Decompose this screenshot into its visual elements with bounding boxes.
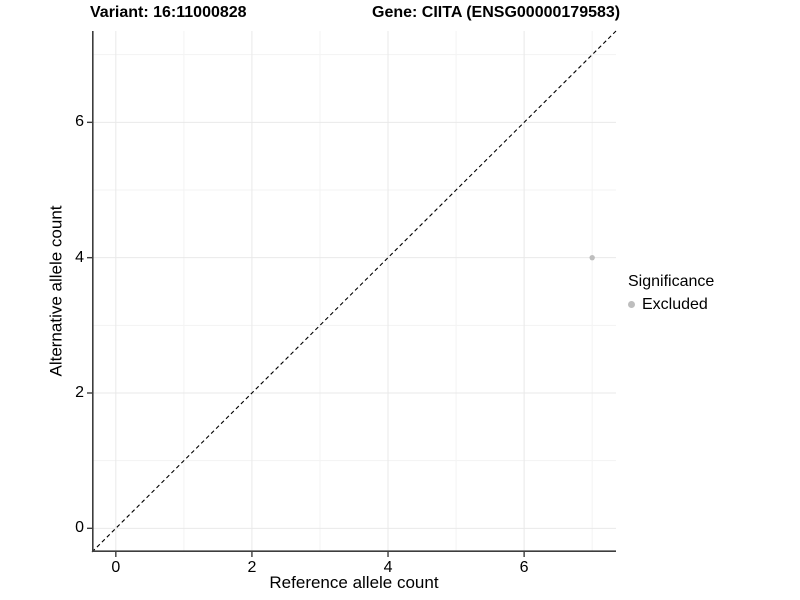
legend-item: Excluded [628,295,714,314]
x-tick-label: 2 [247,559,257,576]
plot-title-variant: Variant: 16:11000828 [90,4,247,21]
plot-title-gene: Gene: CIITA (ENSG00000179583) [372,4,621,21]
legend-item-label: Excluded [642,296,708,314]
plot-panel [87,30,617,557]
x-tick-label: 4 [383,559,393,576]
legend: Significance Excluded [628,272,714,314]
y-axis-label: Alternative allele count [46,205,66,377]
x-axis-label: Reference allele count [269,573,439,592]
x-tick-label: 0 [111,559,121,576]
y-tick-label: 4 [75,248,84,266]
y-tick-label: 6 [75,113,84,131]
legend-items: Excluded [628,295,714,314]
data-point [589,254,595,261]
legend-title: Significance [628,273,715,290]
identity-line [91,30,617,553]
x-tick-label: 6 [519,559,529,576]
plot-canvas [87,30,617,557]
y-tick-label: 2 [75,383,84,401]
legend-point-icon [628,301,635,309]
y-tick-label: 0 [75,519,84,537]
